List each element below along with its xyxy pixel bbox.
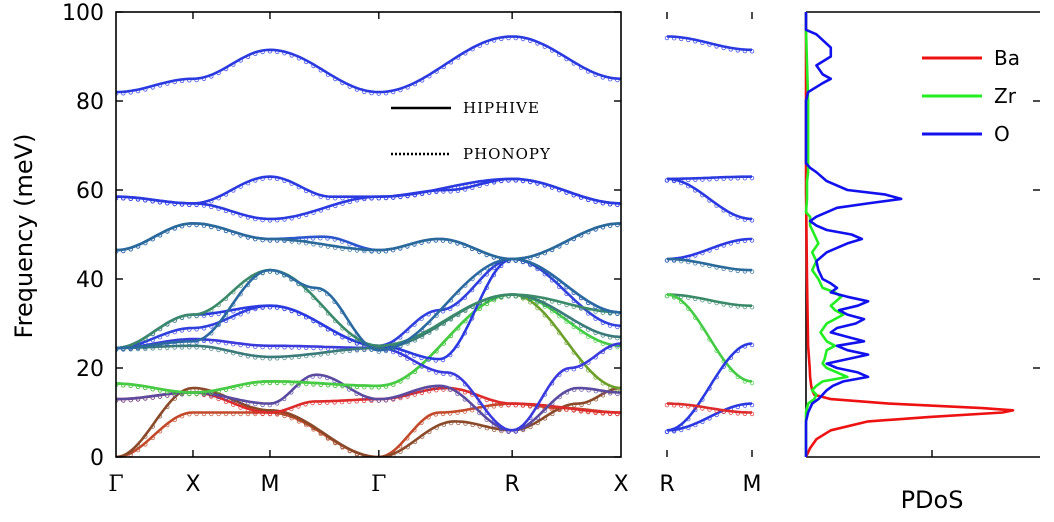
phonopy-point: [749, 402, 755, 408]
inset-phonopy-branch-0: [664, 35, 755, 54]
k-point-label: Γ: [108, 472, 123, 497]
phonopy-point: [749, 175, 755, 181]
y-tick-label: 40: [76, 268, 104, 293]
k-point-label: X: [613, 472, 628, 497]
k-point-label: M: [260, 472, 279, 497]
hiphive-branch-0: [116, 402, 621, 457]
legend-hiphive: HIPHIVE: [463, 99, 540, 117]
pdos-axis-label: PDoS: [901, 486, 964, 514]
phonopy-point: [116, 196, 119, 201]
phonopy-point: [116, 398, 119, 403]
hiphive-branch-3: [116, 373, 621, 432]
phonopy-branch-12: [116, 222, 620, 263]
k-point-label: X: [185, 472, 200, 497]
pdos-line-ba: [804, 12, 1015, 458]
phonopy-point: [116, 382, 119, 388]
inset-hiphive-branch-6: [666, 293, 753, 383]
legend-phonopy: PHONOPY: [463, 145, 551, 163]
hiphive-branch-11: [116, 257, 621, 352]
pdos-line-o: [804, 12, 903, 457]
y-tick-label: 20: [76, 357, 104, 382]
k-point-label: Γ: [371, 472, 386, 497]
inset-hiphive-branch-7: [666, 342, 753, 432]
phonopy-branch-13: [116, 222, 620, 263]
dispersion-panel: 0 20 40 60 80 100 Γ X M Γ R X: [62, 1, 629, 497]
hiphive-branch-13: [116, 222, 621, 261]
phonopy-point: [664, 293, 670, 299]
y-tick-label: 80: [76, 90, 104, 115]
phonopy-point: [116, 347, 119, 352]
phonopy-branch-15: [116, 178, 620, 223]
y-tick-label: 60: [76, 179, 104, 204]
inset-hiphive-branch-2: [666, 177, 753, 221]
phonopy-point: [116, 249, 119, 254]
dispersion-frame: [115, 11, 622, 458]
pdos-legend: Ba Zr O: [922, 46, 1020, 146]
legend-ba-label: Ba: [994, 46, 1020, 70]
legend-zr-label: Zr: [994, 84, 1017, 108]
inset-hiphive-branch-1: [667, 175, 753, 181]
legend-o-label: O: [994, 122, 1010, 146]
hiphive-branch-16: [116, 35, 621, 94]
y-tick-label: 100: [62, 1, 104, 26]
inset-hiphive-branch-0: [667, 35, 752, 52]
phonopy-branch-3: [116, 374, 620, 434]
k-point-label: R: [504, 472, 519, 497]
inset-hiphive-branch-8: [666, 402, 753, 432]
inset-k-point-label: R: [659, 472, 674, 497]
dispersion-bands: [116, 35, 621, 457]
y-axis-label: Frequency (meV): [10, 134, 38, 339]
pdos-line-zr: [804, 12, 849, 457]
dispersion-legend: HIPHIVE PHONOPY: [391, 99, 551, 163]
inset-phonopy-branch-5: [664, 293, 755, 310]
hiphive-branch-14: [116, 175, 621, 205]
y-tick-label: 0: [90, 446, 104, 471]
phonopy-point: [116, 91, 119, 96]
phonopy-point: [664, 178, 670, 183]
hiphive-branch-15: [116, 177, 621, 221]
inset-k-point-label: M: [743, 472, 762, 497]
inset-hiphive-branch-4: [667, 257, 752, 272]
hiphive-branch-12: [116, 222, 621, 261]
inset-hiphive-branch-9: [667, 402, 752, 414]
hiphive-branch-10: [116, 268, 621, 350]
pdos-panel: [804, 11, 1040, 458]
inset-hiphive-branch-5: [667, 293, 752, 307]
inset-phonopy-branch-4: [664, 258, 755, 274]
inset-hiphive-branch-3: [666, 237, 752, 261]
